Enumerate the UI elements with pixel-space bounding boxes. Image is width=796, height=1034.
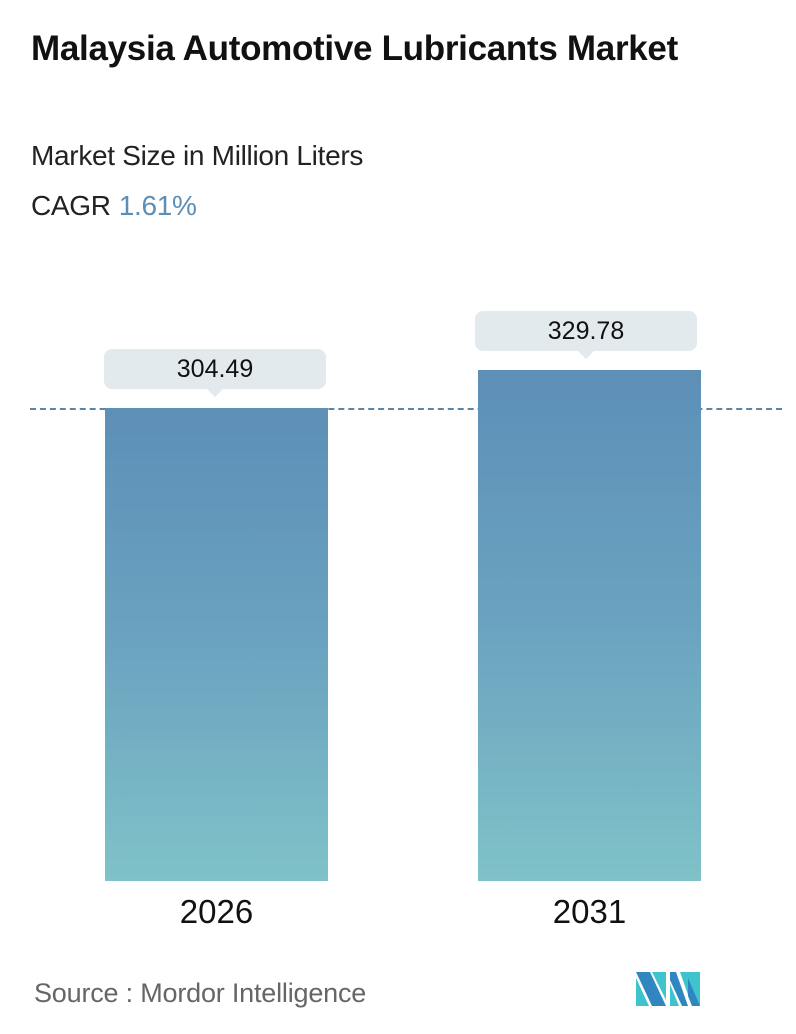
chart-subtitle: Market Size in Million Liters	[31, 140, 364, 171]
cagr-row: CAGR 1.61%	[31, 190, 197, 222]
reference-dashed-line	[30, 408, 782, 410]
x-label-2026: 2026	[179, 893, 254, 930]
bar-2026	[105, 408, 328, 881]
x-label-2031: 2031	[552, 893, 627, 930]
chart-title: Malaysia Automotive Lubricants Market	[31, 29, 678, 68]
source-text: Source : Mordor Intelligence	[34, 978, 367, 1008]
bar-2031	[478, 370, 701, 881]
cagr-value: 1.61%	[118, 190, 197, 221]
cagr-label: CAGR	[31, 190, 111, 221]
value-label-2026: 304.49	[104, 349, 326, 397]
mordor-intelligence-logo-icon	[636, 972, 700, 1006]
value-label-2031: 329.78	[475, 311, 697, 359]
